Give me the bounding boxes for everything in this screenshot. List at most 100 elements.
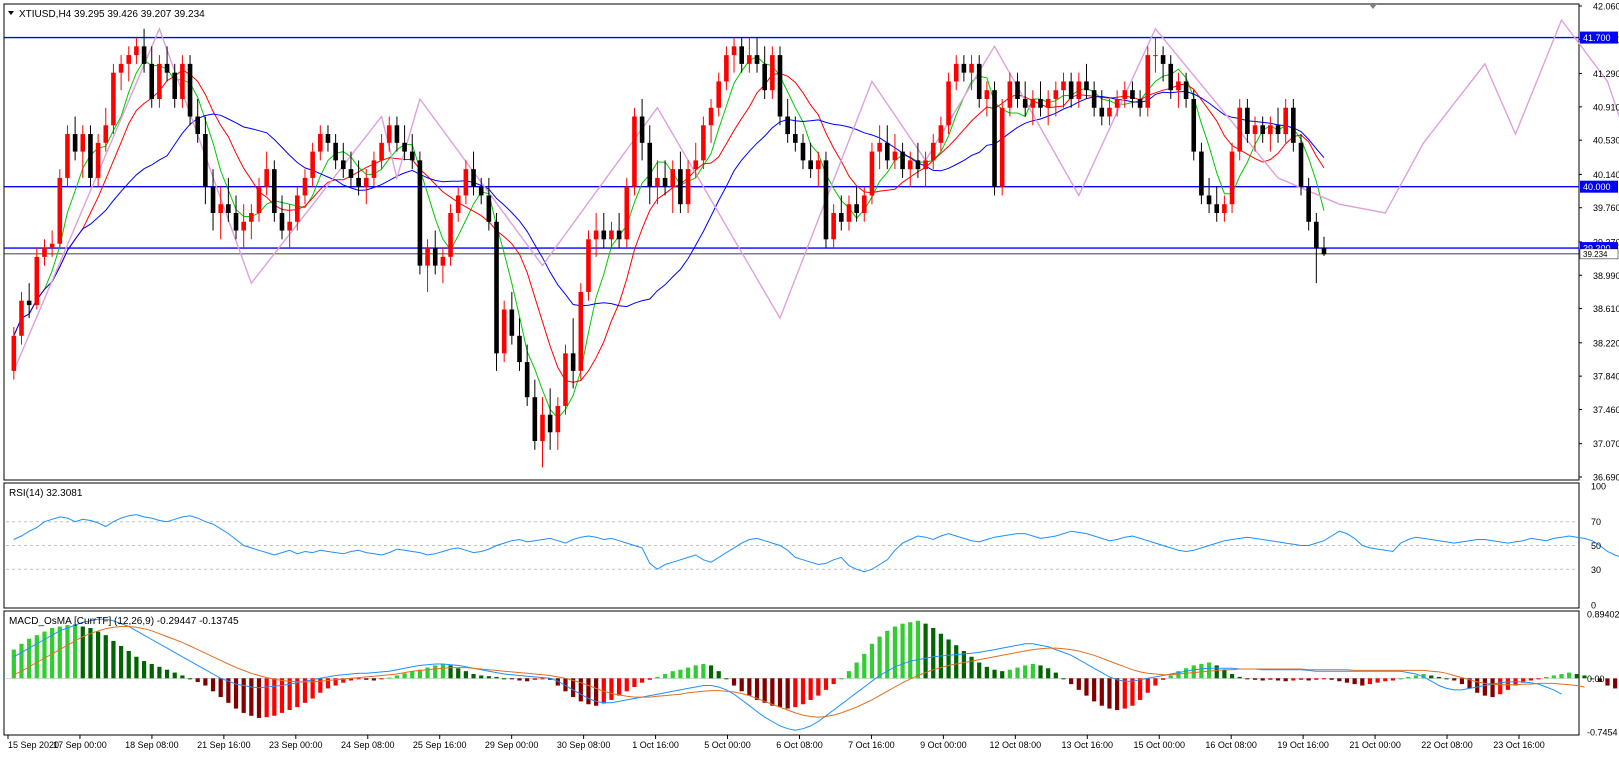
macd-bar <box>908 622 913 679</box>
candle <box>241 204 246 249</box>
candle <box>440 248 446 284</box>
candle-body <box>632 116 637 187</box>
macd-bar <box>1138 678 1143 700</box>
macd-bar <box>1000 671 1005 679</box>
chart-shift-marker-icon[interactable] <box>1369 4 1377 9</box>
macd-bar <box>379 678 384 680</box>
candle <box>1015 72 1020 108</box>
candle-body <box>218 204 223 213</box>
hline-label: 41.700 <box>1583 33 1611 43</box>
candle <box>938 116 944 152</box>
macd-bar <box>1084 678 1089 696</box>
candle-body <box>417 160 423 266</box>
macd-bar <box>1475 678 1480 693</box>
macd-bar <box>1321 678 1327 680</box>
candle-body <box>762 63 767 91</box>
macd-bar <box>685 667 691 679</box>
macd-bar <box>180 675 185 679</box>
macd-bar <box>19 643 24 679</box>
price-tick-label: 36.690 <box>1593 473 1619 483</box>
candle <box>432 230 438 275</box>
candle-body <box>793 134 798 143</box>
candle <box>1022 81 1028 117</box>
macd-bar <box>50 627 55 679</box>
macd-pane[interactable]: 0.89402 0.00 -0.7454 MACD_OsMA [CurrTF] (1… <box>3 610 1619 738</box>
candle <box>762 46 767 99</box>
candle-body <box>295 195 300 222</box>
candle-body <box>953 63 959 82</box>
price-tick-label: 41.290 <box>1593 69 1619 79</box>
time-tick-label: 13 Oct 16:00 <box>1062 740 1114 750</box>
candle-body <box>770 55 775 91</box>
macd-bar <box>571 678 576 698</box>
candle-body <box>88 134 93 178</box>
hline-label-box <box>1580 31 1618 44</box>
macd-bar <box>1260 678 1265 681</box>
candle-body <box>1145 55 1151 108</box>
price-pane[interactable]: 42.06041.68041.29040.91040.53040.14039.7… <box>3 2 1619 483</box>
macd-bar <box>65 625 70 679</box>
rsi-pane[interactable]: 100 70 50 30 0 RSI(14) 32.3081 <box>3 482 1619 611</box>
last-price-label: 39.234 <box>1583 250 1608 259</box>
dropdown-triangle-icon[interactable] <box>8 11 14 15</box>
macd-bar <box>502 678 507 680</box>
macd-bar <box>808 678 813 700</box>
candle <box>118 55 124 91</box>
macd-bar <box>1344 678 1350 683</box>
candle-body <box>249 212 254 222</box>
macd-bar <box>1352 678 1357 685</box>
candle-body <box>747 55 752 64</box>
candle-body <box>999 107 1005 187</box>
candle-body <box>134 46 139 56</box>
candle <box>272 160 277 222</box>
macd-bar <box>456 668 461 679</box>
moving-average-slow <box>13 90 1325 337</box>
price-tick-label: 40.530 <box>1593 136 1619 146</box>
candle <box>1153 37 1158 73</box>
candle <box>256 177 262 222</box>
macd-bar <box>241 678 246 713</box>
candle-body <box>203 134 208 187</box>
candle <box>1084 63 1089 99</box>
macd-pane-header: MACD_OsMA [CurrTF] (12,26,9) -0.29447 -0… <box>9 616 239 627</box>
macd-bar <box>1283 678 1288 682</box>
macd-bar <box>287 678 292 711</box>
rsi-pane-header: RSI(14) 32.3081 <box>9 488 83 499</box>
macd-bar <box>1206 662 1212 679</box>
candle-body <box>639 116 645 143</box>
candle-body <box>95 142 101 178</box>
candle-body <box>1038 98 1043 108</box>
candle <box>478 177 484 205</box>
candle <box>1091 81 1097 117</box>
macd-bar <box>27 638 32 679</box>
price-tick-label: 38.220 <box>1593 338 1619 348</box>
macd-bar <box>739 678 744 692</box>
candle <box>157 55 162 108</box>
price-tick-label: 37.070 <box>1593 439 1619 449</box>
macd-bar <box>187 678 193 680</box>
price-tick-label: 40.910 <box>1593 102 1619 112</box>
candle <box>1107 98 1112 126</box>
macd-bar <box>624 678 629 692</box>
candle <box>1038 81 1043 117</box>
macd-bar <box>1160 678 1166 680</box>
candle-body <box>256 186 262 213</box>
candle <box>249 204 254 240</box>
candle-body <box>226 204 231 213</box>
macd-bar <box>1329 678 1334 680</box>
hline-label-box <box>1580 180 1618 193</box>
candle <box>984 81 990 117</box>
candle <box>203 116 208 205</box>
candle <box>570 318 576 389</box>
time-tick-label: 15 Sep 2020 <box>8 740 59 750</box>
macd-bar <box>1521 678 1526 683</box>
candle <box>1283 98 1288 143</box>
macd-bar <box>256 678 262 718</box>
candle-body <box>1022 98 1028 108</box>
candle-body <box>1130 90 1135 99</box>
candle <box>609 221 614 249</box>
time-tick-label: 23 Sep 00:00 <box>269 740 323 750</box>
candle <box>517 318 522 371</box>
